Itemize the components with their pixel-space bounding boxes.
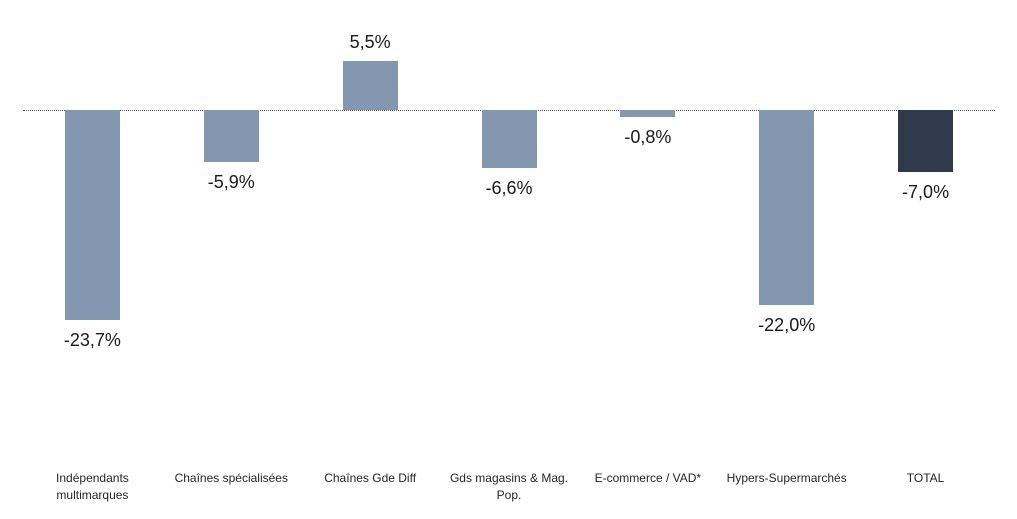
category-label: TOTAL	[856, 470, 996, 487]
category-label: Gds magasins & Mag. Pop.	[439, 470, 579, 504]
bar-5	[759, 110, 815, 305]
value-label: -7,0%	[902, 181, 950, 202]
value-label: -0,8%	[624, 127, 672, 148]
category-label-line: Pop.	[496, 488, 522, 502]
value-label: -6,6%	[485, 178, 533, 199]
bar-3	[481, 110, 537, 169]
category-label-line: Indépendants	[56, 471, 129, 485]
bar-1	[203, 110, 259, 163]
category-label: Chaînes spécialisées	[161, 470, 301, 487]
category-label-line: Chaînes spécialisées	[174, 471, 288, 485]
bar-total	[898, 110, 954, 172]
bar-2	[342, 61, 398, 110]
value-label: 5,5%	[349, 32, 391, 53]
category-label-line: E-commerce / VAD*	[594, 471, 702, 485]
category-label-line: Gds magasins & Mag.	[449, 471, 569, 485]
value-label: -5,9%	[207, 172, 255, 193]
bar-4	[620, 110, 676, 118]
category-label-line: multimarques	[56, 488, 129, 502]
category-label: Chaînes Gde Diff	[300, 470, 440, 487]
bar-0	[64, 110, 120, 320]
value-label: -23,7%	[63, 329, 121, 350]
value-label: -22,0%	[758, 314, 816, 335]
category-label: Indépendants multimarques	[22, 470, 162, 504]
category-label-line: TOTAL	[906, 471, 945, 485]
category-label: Hypers-Supermarchés	[717, 470, 857, 487]
category-label-line: Hypers-Supermarchés	[726, 471, 847, 485]
category-label: E-commerce / VAD*	[578, 470, 718, 487]
category-label-line: Chaînes Gde Diff	[324, 471, 417, 485]
